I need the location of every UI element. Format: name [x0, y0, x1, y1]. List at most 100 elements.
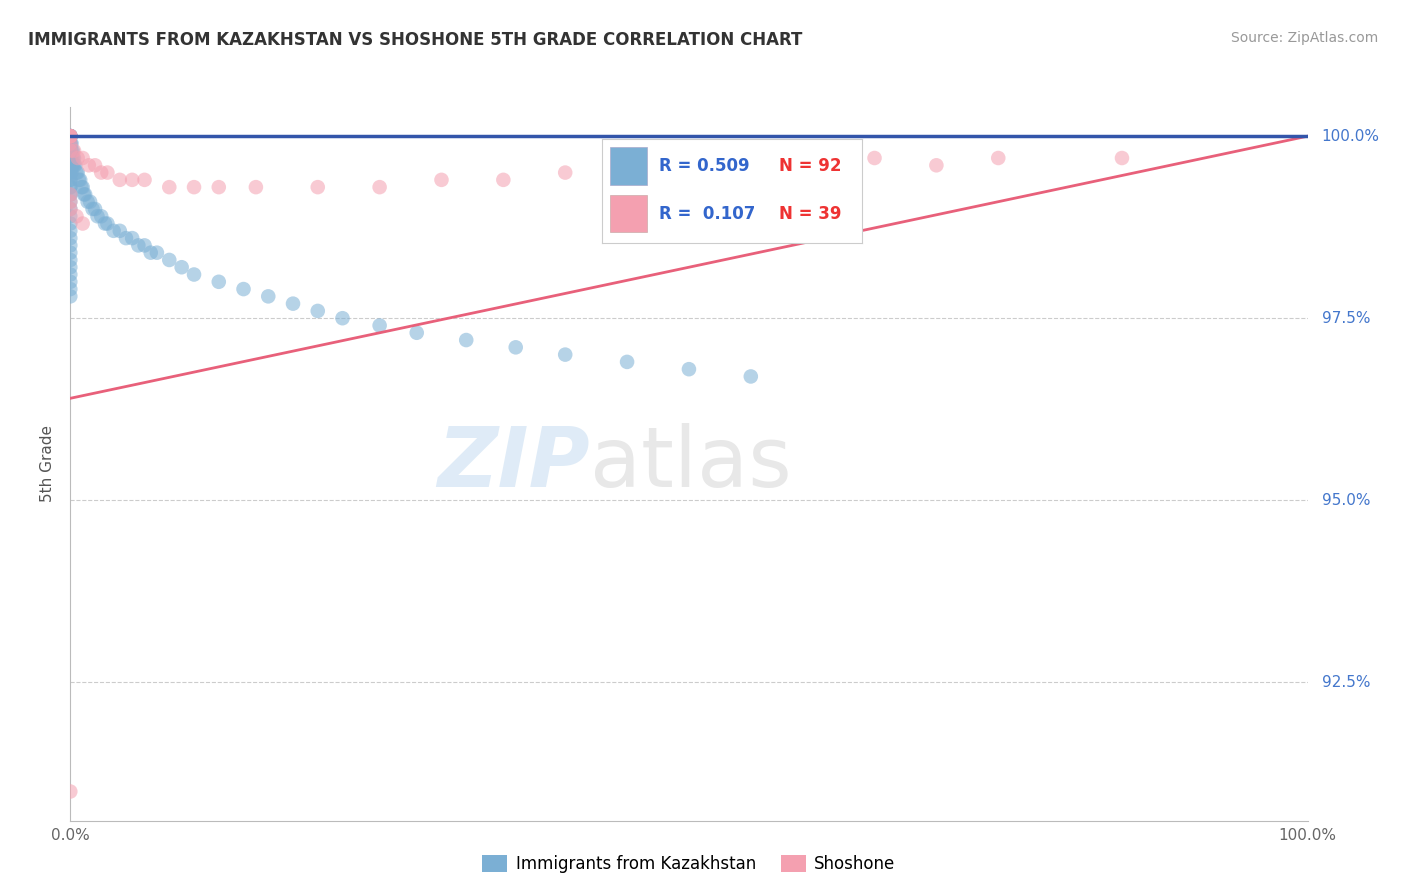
Point [65, 165, 87, 179]
Point [66, 151, 89, 165]
Point [86, 209, 108, 223]
Point [368, 180, 391, 194]
Point [60, 165, 83, 179]
Point [59, 129, 82, 144]
Point [616, 355, 638, 369]
Point [63, 144, 86, 158]
Point [505, 340, 527, 354]
Text: ZIP: ZIP [437, 424, 591, 504]
Point [678, 165, 700, 179]
Point [59, 209, 82, 223]
Point [59, 194, 82, 209]
Text: N = 39: N = 39 [779, 204, 842, 223]
Point [368, 318, 391, 333]
Point [60, 151, 83, 165]
Text: 97.5%: 97.5% [1322, 310, 1369, 326]
Point [59, 165, 82, 179]
Point [59, 282, 82, 296]
Point [59, 202, 82, 216]
Point [59, 129, 82, 144]
Point [62, 158, 84, 172]
Point [59, 129, 82, 144]
Point [1111, 151, 1133, 165]
Point [82, 202, 104, 216]
Point [65, 209, 87, 223]
Point [59, 129, 82, 144]
Point [456, 333, 478, 347]
Point [678, 362, 700, 376]
Point [84, 202, 107, 216]
Point [73, 187, 96, 202]
Point [59, 129, 82, 144]
Point [430, 173, 453, 187]
Y-axis label: 5th Grade: 5th Grade [39, 425, 55, 502]
Point [183, 180, 205, 194]
Point [63, 158, 86, 172]
Point [59, 129, 82, 144]
Point [554, 165, 576, 179]
Point [59, 144, 82, 158]
Point [59, 202, 82, 216]
Point [59, 187, 82, 202]
Point [59, 136, 82, 151]
Text: 95.0%: 95.0% [1322, 492, 1369, 508]
Text: atlas: atlas [591, 424, 792, 504]
Point [59, 173, 82, 187]
Point [157, 180, 180, 194]
Point [59, 136, 82, 151]
Point [59, 245, 82, 260]
Point [59, 268, 82, 282]
Point [75, 187, 97, 202]
Point [59, 129, 82, 144]
Point [59, 165, 82, 179]
Point [170, 260, 193, 275]
Point [65, 158, 87, 172]
Point [67, 173, 90, 187]
Point [134, 173, 156, 187]
Point [59, 194, 82, 209]
Point [245, 180, 267, 194]
Point [925, 158, 948, 172]
Point [108, 173, 131, 187]
Point [59, 260, 82, 275]
Point [59, 158, 82, 172]
Point [139, 245, 162, 260]
Point [60, 144, 83, 158]
Point [96, 217, 118, 231]
Point [121, 231, 143, 245]
Text: R = 0.509: R = 0.509 [659, 157, 751, 175]
Point [59, 129, 82, 144]
Point [90, 165, 112, 179]
Point [740, 369, 762, 384]
Point [76, 194, 98, 209]
Point [863, 151, 886, 165]
Bar [610, 147, 647, 185]
Point [60, 158, 83, 172]
Point [103, 224, 125, 238]
Point [208, 275, 231, 289]
Point [59, 187, 82, 202]
Point [987, 151, 1010, 165]
Point [60, 136, 83, 151]
Point [134, 238, 156, 252]
Point [281, 296, 304, 310]
Point [59, 151, 82, 165]
Point [492, 173, 515, 187]
Point [801, 158, 824, 172]
Point [59, 151, 82, 165]
Point [115, 231, 138, 245]
Point [72, 151, 94, 165]
Point [307, 180, 329, 194]
Point [84, 158, 107, 172]
Point [59, 129, 82, 144]
Point [146, 245, 169, 260]
Text: IMMIGRANTS FROM KAZAKHSTAN VS SHOSHONE 5TH GRADE CORRELATION CHART: IMMIGRANTS FROM KAZAKHSTAN VS SHOSHONE 5… [28, 31, 803, 49]
Point [69, 173, 91, 187]
Point [405, 326, 427, 340]
Point [59, 158, 82, 172]
Point [59, 129, 82, 144]
Point [59, 224, 82, 238]
Point [59, 289, 82, 303]
Bar [610, 195, 647, 232]
Point [59, 173, 82, 187]
